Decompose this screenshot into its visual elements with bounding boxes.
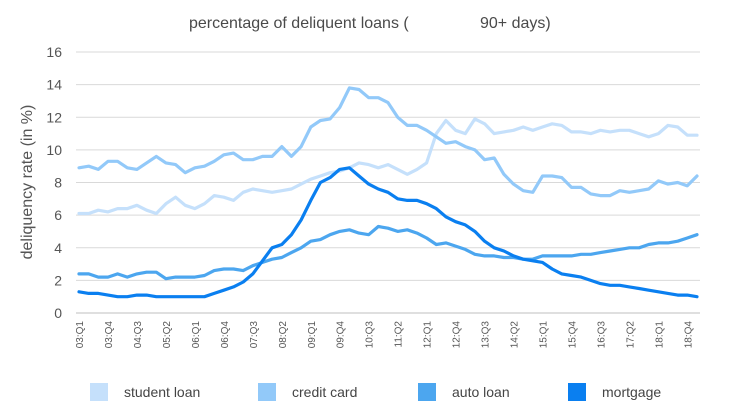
- legend-swatch-auto-loan: [418, 383, 436, 401]
- x-tick-label: 14:Q2: [510, 321, 521, 349]
- y-tick-label: 4: [54, 240, 62, 256]
- y-axis-label: deliquency rate (in %): [19, 105, 36, 260]
- gridlines: [76, 51, 700, 314]
- y-tick-label: 16: [46, 44, 62, 60]
- y-tick-label: 14: [46, 77, 62, 93]
- x-tick-label: 04:Q3: [133, 321, 144, 349]
- x-tick-label: 15:Q4: [567, 321, 578, 349]
- x-tick-label: 06:Q1: [191, 321, 202, 349]
- series-line-mortgage: [77, 166, 699, 299]
- x-tick-label: 12:Q1: [423, 321, 434, 349]
- series-line-student-loan: [77, 117, 699, 216]
- x-tick-label: 03:Q4: [104, 321, 115, 349]
- y-tick-label: 6: [54, 207, 62, 223]
- legend: student loan credit card auto loan mortgage: [90, 383, 661, 401]
- chart-title-text: percentage of deliquent loans (: [189, 15, 409, 32]
- series-line-auto-loan: [77, 224, 699, 281]
- legend-swatch-student-loan: [90, 383, 108, 401]
- x-tick-label: 16:Q3: [596, 321, 607, 349]
- x-axis-ticks: 03:Q1 03:Q4 04:Q3 05:Q2 06:Q1 06:Q4 07:Q3 08:Q2…: [75, 321, 694, 349]
- series-lines: [77, 86, 699, 299]
- x-tick-label: 17:Q2: [625, 321, 636, 349]
- chart-title: percentage of deliquent loans ( 90+ days…: [189, 15, 551, 32]
- x-tick-label: 08:Q2: [278, 321, 289, 349]
- series-line-credit-card: [77, 86, 699, 198]
- x-tick-label: 05:Q2: [162, 321, 173, 349]
- y-tick-label: 2: [54, 272, 62, 288]
- legend-label-student-loan: student loan: [124, 384, 200, 400]
- x-tick-label: 03:Q1: [75, 321, 86, 349]
- legend-label-auto-loan: auto loan: [452, 384, 510, 400]
- y-tick-label: 12: [46, 109, 62, 125]
- legend-swatch-mortgage: [568, 383, 586, 401]
- x-tick-label: 09:Q1: [307, 321, 318, 349]
- chart-title-suffix: 90+ days): [480, 15, 551, 32]
- x-tick-label: 18:Q4: [683, 321, 694, 349]
- x-tick-label: 12:Q4: [452, 321, 463, 349]
- legend-label-credit-card: credit card: [292, 384, 357, 400]
- x-tick-label: 06:Q4: [220, 321, 231, 349]
- y-tick-label: 10: [46, 142, 62, 158]
- y-axis-ticks: 0 2 4 6 8 10 12 14 16: [46, 44, 62, 321]
- x-tick-label: 15:Q1: [539, 321, 550, 349]
- x-tick-label: 18:Q1: [654, 321, 665, 349]
- y-tick-label: 8: [54, 175, 62, 191]
- x-tick-label: 11:Q2: [394, 321, 405, 348]
- legend-label-mortgage: mortgage: [602, 384, 661, 400]
- x-tick-label: 07:Q3: [249, 321, 260, 349]
- legend-swatch-credit-card: [258, 383, 276, 401]
- x-tick-label: 13:Q3: [481, 321, 492, 349]
- y-tick-label: 0: [54, 305, 62, 321]
- x-tick-label: 10:Q3: [365, 321, 376, 349]
- x-tick-label: 09:Q4: [336, 321, 347, 349]
